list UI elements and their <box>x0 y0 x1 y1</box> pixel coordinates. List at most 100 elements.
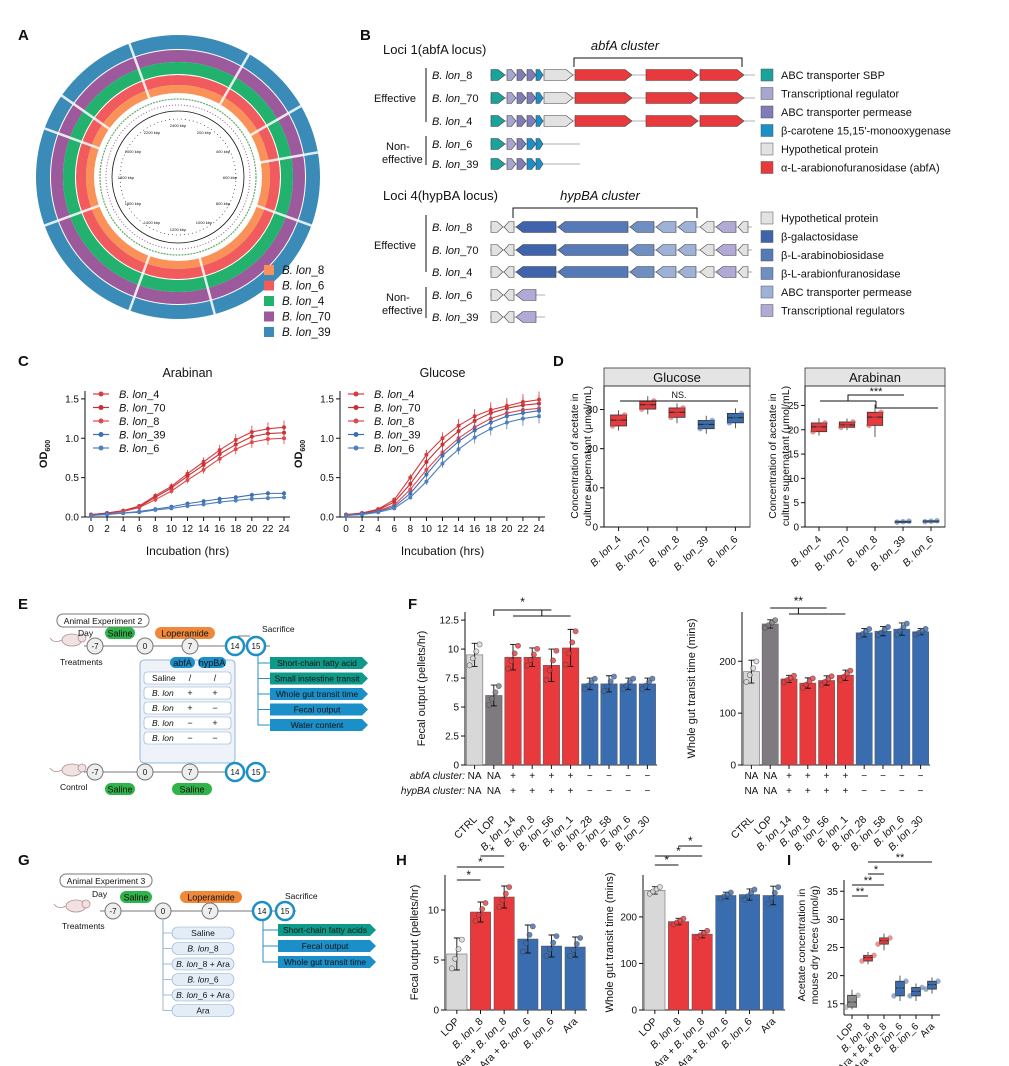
control-day-circle-2 <box>181 763 199 781</box>
gene-permease <box>655 266 677 278</box>
data-point <box>878 409 884 416</box>
gene-hypothetical <box>737 244 749 256</box>
output-connector <box>257 655 270 695</box>
data-point <box>489 695 496 702</box>
day-circle-3-label: 14 <box>258 907 267 916</box>
loci1-strain-label: B. lon_39 <box>432 159 479 171</box>
sig-label: *** <box>870 386 884 398</box>
data-point <box>519 948 526 955</box>
x-tick-label: 18 <box>485 524 497 535</box>
y-axis-title: Concentration of acetate in <box>569 393 581 519</box>
data-point <box>750 665 756 672</box>
x-tick-label: 10 <box>166 524 178 535</box>
legend-marker-2 <box>98 418 104 424</box>
genome-ring-2 <box>63 62 293 292</box>
data-point <box>508 658 515 664</box>
data-point <box>907 993 913 999</box>
control-saline-pill-2-label: Saline <box>179 785 204 795</box>
data-point <box>838 424 844 431</box>
legend1-swatch-2 <box>760 105 774 119</box>
ring-tick-label: 2400 kbp <box>170 123 187 128</box>
group-label-3: B. lon_6 <box>187 975 218 985</box>
x-tick-label: 4 <box>375 524 381 535</box>
loci4-noneffective-label-2: effective <box>382 305 423 317</box>
ring-tick-label: 1400 kbp <box>144 220 161 225</box>
day-circle-3 <box>224 635 246 657</box>
data-point <box>573 941 580 947</box>
data-point <box>656 884 663 890</box>
abfa-cell: − <box>606 771 612 782</box>
x-tick-label: 8 <box>408 524 414 535</box>
legend-swatch-2 <box>264 296 274 306</box>
data-point <box>923 986 929 992</box>
x-tick-label: Ara <box>918 1021 937 1040</box>
error-bar <box>471 642 478 667</box>
panel-label-g: G <box>18 852 30 869</box>
y-axis-title-2: culture supernatant (μmol/mL) <box>780 386 792 526</box>
data-point <box>440 442 445 447</box>
abfa-cell: + <box>842 771 848 782</box>
sig-label: * <box>466 868 471 882</box>
y-tick-label: 0.5 <box>65 473 79 484</box>
legend-marker-3 <box>98 432 104 437</box>
hypba-cell: − <box>861 786 867 797</box>
experiment-2-schematic: Animal Experiment 2 Day Treatments Saline Lo… <box>49 613 368 795</box>
data-point <box>697 425 704 432</box>
x-tick-label: 22 <box>517 524 529 535</box>
panel-label-a: A <box>18 27 29 44</box>
data-point <box>601 688 607 695</box>
legend-marker-1 <box>98 405 104 410</box>
gene-arabinobiosidase <box>557 244 629 256</box>
error-bar <box>567 628 574 667</box>
data-point <box>529 923 536 930</box>
bar-6 <box>855 632 873 766</box>
data-point <box>485 701 492 708</box>
legend4-swatch-0 <box>760 211 774 225</box>
data-point <box>934 517 940 524</box>
abfa-cell: NA <box>744 771 758 782</box>
y-axis-title: OD600 <box>293 440 307 468</box>
loperamide-pill <box>155 627 215 639</box>
data-point <box>900 518 906 525</box>
data-point <box>515 642 521 649</box>
data-point <box>929 981 935 988</box>
data-point <box>499 897 506 904</box>
day-circle-1-label: 0 <box>143 642 148 651</box>
output-label-0: Short-chain fatty acids <box>283 925 367 935</box>
output-tag-0 <box>278 924 376 936</box>
control-day-circle-0 <box>86 763 104 781</box>
data-point <box>534 645 541 652</box>
data-point <box>466 662 473 669</box>
legend-label-2: B. lon_8 <box>119 416 159 428</box>
y-tick-label: 0 <box>453 761 459 772</box>
y-tick-label: 25 <box>827 943 839 954</box>
y-tick-label: 10 <box>587 483 599 494</box>
treatment-row-label: B. lon <box>152 688 174 698</box>
legend-swatch-1 <box>264 280 274 291</box>
legend-label-1: B. lon_6 <box>282 281 324 293</box>
legend-label-0: B. lon_4 <box>119 389 159 401</box>
bar-0 <box>743 671 760 766</box>
sig-bracket <box>820 394 938 409</box>
x-tick-label: 16 <box>469 524 481 535</box>
control-day-circle-4 <box>245 761 267 783</box>
x-tick-label: Ara <box>560 1016 580 1036</box>
control-mouse-icon-tail <box>49 767 63 772</box>
y-tick-label: 5 <box>793 498 799 509</box>
gene-galactosidase <box>515 221 557 233</box>
gene-hypothetical <box>490 266 504 278</box>
control-day-circle-0-label: -7 <box>91 768 99 777</box>
output-tag-4 <box>270 719 368 731</box>
data-point <box>455 946 462 953</box>
data-point <box>607 678 614 685</box>
gene-cluster-diagram: Loci 1(abfA locus) abfA cluster Loci 4(h… <box>374 38 743 318</box>
hypba-cell: − <box>625 786 631 797</box>
data-point <box>903 978 909 985</box>
data-point <box>768 895 775 902</box>
y-tick-label: 0 <box>730 761 736 772</box>
y-tick-label: 5 <box>453 703 459 714</box>
hypba-cell: NA <box>487 786 501 797</box>
sig-label: ** <box>856 886 865 898</box>
data-point <box>476 641 483 648</box>
